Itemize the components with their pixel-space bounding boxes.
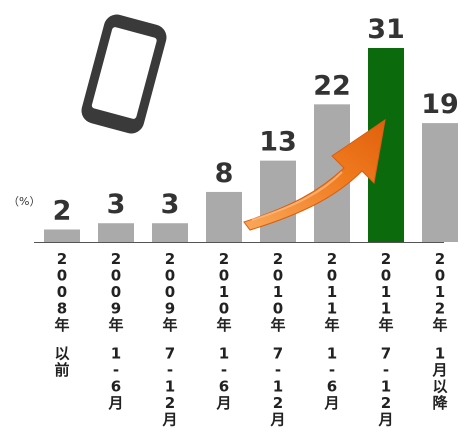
bar-4 [260,160,296,242]
bars-layer [44,48,458,243]
value-label-7: 19 [421,89,459,120]
value-label-2: 3 [161,189,180,220]
value-label-6: 31 [367,14,405,45]
unit-label: （%） [8,195,40,208]
bar-7 [422,123,458,242]
value-labels-layer: 2 3 3 8 13 22 31 19 [53,14,459,226]
bar-3 [206,191,242,242]
bar-1 [98,223,134,242]
x-tick-label-5: 2 0 1 1 年 1 -6 月 [323,250,339,412]
bar-0 [44,229,80,242]
x-tick-label-2: 2 0 0 9 年 7 -1 2 月 [161,250,177,429]
x-tick-label-7: 2 0 1 2 年 1 月以降 [431,250,448,412]
value-label-5: 22 [313,70,351,101]
value-label-3: 8 [215,158,234,189]
x-tick-label-0: 2 0 0 8 年以前 [54,250,69,379]
x-tick-label-4: 2 0 1 0 年 7 -1 2 月 [269,250,285,429]
value-label-4: 13 [259,127,297,158]
x-tick-label-1: 2 0 0 9 年 1 -6 月 [107,250,123,412]
trend-arrow-icon [243,118,386,231]
value-label-1: 3 [107,189,126,220]
bar-2 [152,223,188,242]
x-tick-label-6: 2 0 1 1 年 7 -1 2 月 [377,250,393,429]
x-tick-label-3: 2 0 1 0 年 1 -6 月 [215,250,231,412]
smartphone-icon [81,14,167,134]
x-tick-labels-layer: 2 0 0 8 年以前 2 0 0 9 年 1 -6 月 2 0 0 9 年 7 -1 2 月 2 0 1 0 年 1 -6 月 2 0 1 0 年… [54,250,448,429]
value-label-0: 2 [53,195,72,226]
